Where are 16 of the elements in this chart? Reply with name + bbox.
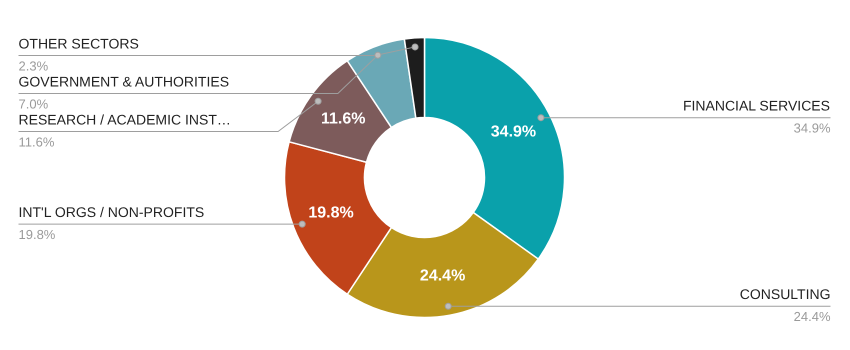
data-label: 34.9% xyxy=(490,123,536,140)
slice-label: RESEARCH / ACADEMIC INST… xyxy=(18,112,231,128)
slice-label: FINANCIAL SERVICES xyxy=(682,98,830,114)
slice-label: CONSULTING xyxy=(740,286,831,302)
data-label: 24.4% xyxy=(420,267,466,284)
data-label: 11.6% xyxy=(18,134,55,150)
text: 34.9% xyxy=(794,120,831,136)
data-label: 7.0% xyxy=(18,96,49,112)
text: 19.8% xyxy=(18,227,56,242)
data-label: 2.3% xyxy=(18,58,49,74)
slice-label: INT'L ORGS / NON-PROFITS xyxy=(18,204,204,220)
text: 24.4% xyxy=(794,309,831,324)
data-label: 19.8% xyxy=(308,204,354,222)
text: 11.6% xyxy=(320,110,366,128)
slice-label: GOVERNMENT & AUTHORITIES xyxy=(18,74,230,90)
slice-label: OTHER SECTORS xyxy=(18,36,139,52)
